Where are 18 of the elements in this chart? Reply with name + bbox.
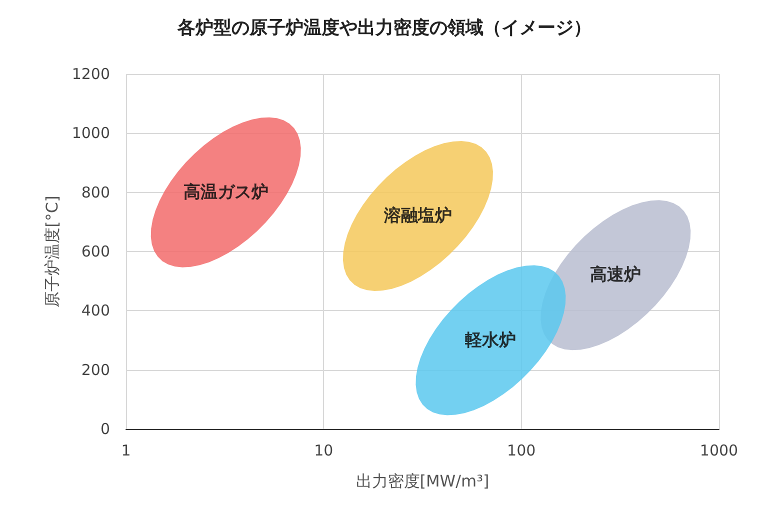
series-label: 高温ガス炉	[183, 182, 268, 202]
series-label: 軽水炉	[464, 330, 516, 350]
y-tick-label: 600	[81, 242, 110, 260]
x-tick-label: 1000	[700, 442, 738, 460]
series-label: 溶融塩炉	[382, 206, 452, 226]
x-axis-title: 出力密度[MW/m³]	[356, 472, 490, 490]
chart-title: 各炉型の原子炉温度や出力密度の領域（イメージ）	[176, 18, 592, 38]
y-tick-label: 0	[100, 420, 110, 438]
y-tick-label: 1000	[72, 124, 110, 142]
y-tick-label: 1200	[72, 65, 110, 83]
y-tick-label: 200	[81, 360, 110, 379]
series-label: 高速炉	[590, 265, 642, 286]
x-tick-label: 10	[314, 442, 334, 460]
y-tick-label: 400	[81, 302, 110, 320]
y-tick-label: 800	[81, 183, 110, 202]
y-axis-title: 原子炉温度[°C]	[42, 196, 62, 308]
x-tick-label: 1	[121, 442, 131, 460]
x-tick-label: 100	[507, 442, 536, 460]
